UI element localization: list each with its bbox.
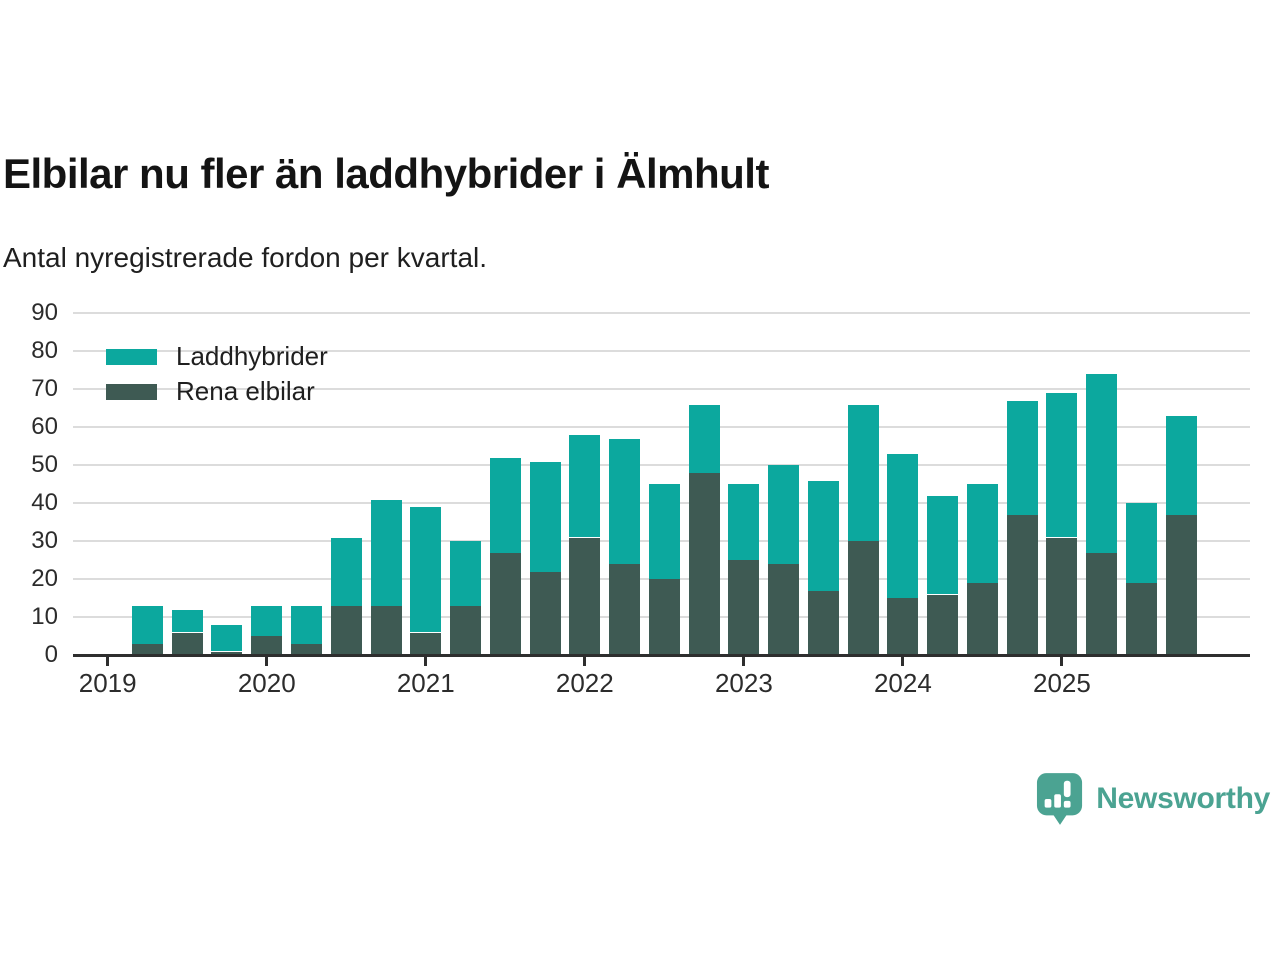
x-axis-tick-2022 bbox=[583, 656, 587, 666]
y-axis-label-0: 0 bbox=[44, 641, 58, 669]
legend-swatch-rena-elbilar bbox=[106, 383, 157, 400]
x-axis-label-2019: 2019 bbox=[78, 668, 137, 698]
bar-laddhybrider-2019-Q3 bbox=[171, 609, 203, 633]
x-axis-tick-2019 bbox=[106, 656, 110, 666]
bar-rena-elbilar-2022-Q3 bbox=[648, 579, 680, 656]
bar-laddhybrider-2022-Q1 bbox=[569, 434, 601, 538]
bar-rena-elbilar-2025-Q3 bbox=[1125, 583, 1157, 656]
bar-laddhybrider-2024-Q3 bbox=[966, 484, 998, 584]
y-axis-label-40: 40 bbox=[31, 489, 58, 517]
bar-rena-elbilar-2022-Q4 bbox=[688, 472, 720, 656]
gridline-y90 bbox=[73, 312, 1250, 315]
gridline-y70 bbox=[73, 388, 1250, 391]
gridline-y50 bbox=[73, 464, 1250, 467]
newsworthy-logo-icon bbox=[1037, 773, 1083, 825]
bar-laddhybrider-2023-Q4 bbox=[847, 404, 879, 542]
bar-rena-elbilar-2021-Q1 bbox=[410, 632, 442, 656]
bar-rena-elbilar-2020-Q1 bbox=[251, 636, 283, 656]
bar-laddhybrider-2020-Q2 bbox=[291, 605, 322, 644]
x-axis-label-2021: 2021 bbox=[396, 668, 455, 698]
y-axis-label-80: 80 bbox=[31, 337, 58, 365]
bar-rena-elbilar-2021-Q3 bbox=[489, 552, 521, 656]
x-axis-tick-2024 bbox=[901, 656, 905, 666]
bar-laddhybrider-2019-Q4 bbox=[211, 624, 243, 652]
y-axis-label-30: 30 bbox=[31, 527, 58, 555]
x-axis-label-2025: 2025 bbox=[1033, 668, 1091, 698]
bar-rena-elbilar-2019-Q3 bbox=[171, 632, 203, 656]
x-axis-label-2023: 2023 bbox=[714, 668, 773, 698]
bar-laddhybrider-2025-Q1 bbox=[1046, 393, 1078, 538]
bar-rena-elbilar-2023-Q1 bbox=[728, 560, 760, 656]
x-axis-label-2024: 2024 bbox=[873, 668, 932, 698]
bar-rena-elbilar-2019-Q2 bbox=[131, 643, 163, 656]
y-axis-label-70: 70 bbox=[31, 375, 58, 403]
bar-laddhybrider-2023-Q1 bbox=[728, 484, 760, 561]
bar-laddhybrider-2020-Q4 bbox=[370, 499, 402, 606]
bar-rena-elbilar-2022-Q2 bbox=[609, 564, 641, 656]
bar-laddhybrider-2021-Q4 bbox=[529, 461, 561, 572]
bar-laddhybrider-2021-Q2 bbox=[450, 541, 482, 606]
bar-rena-elbilar-2023-Q4 bbox=[847, 541, 879, 656]
bar-laddhybrider-2023-Q2 bbox=[768, 465, 800, 565]
bar-laddhybrider-2025-Q4 bbox=[1165, 415, 1197, 515]
bar-laddhybrider-2024-Q4 bbox=[1006, 400, 1038, 515]
y-axis-label-60: 60 bbox=[31, 413, 58, 441]
x-axis-label-2022: 2022 bbox=[555, 668, 614, 698]
legend-label: Laddhybrider bbox=[176, 341, 328, 371]
x-axis-tick-2021 bbox=[424, 656, 428, 666]
bar-rena-elbilar-2025-Q4 bbox=[1165, 514, 1197, 656]
legend-item-laddhybrider: Laddhybrider bbox=[106, 341, 328, 372]
chart-title: Elbilar nu fler än laddhybrider i Älmhul… bbox=[3, 150, 769, 197]
bar-rena-elbilar-2022-Q1 bbox=[569, 537, 601, 656]
x-axis-line bbox=[73, 653, 1250, 657]
y-axis-label-20: 20 bbox=[31, 565, 58, 593]
newsworthy-wordmark: Newsworthy bbox=[1096, 782, 1270, 815]
bar-rena-elbilar-2024-Q2 bbox=[927, 594, 959, 656]
bar-rena-elbilar-2023-Q2 bbox=[768, 564, 800, 656]
bar-laddhybrider-2025-Q3 bbox=[1125, 503, 1157, 584]
bar-laddhybrider-2022-Q2 bbox=[609, 438, 641, 565]
bar-rena-elbilar-2021-Q4 bbox=[529, 571, 561, 656]
gridline-y80 bbox=[73, 350, 1250, 353]
bar-laddhybrider-2023-Q3 bbox=[807, 480, 839, 591]
x-axis-tick-2020 bbox=[265, 656, 269, 666]
y-axis-label-10: 10 bbox=[31, 603, 58, 631]
bar-rena-elbilar-2025-Q1 bbox=[1046, 537, 1078, 656]
x-axis-label-2020: 2020 bbox=[237, 668, 296, 698]
bar-laddhybrider-2020-Q3 bbox=[330, 537, 362, 606]
gridline-y60 bbox=[73, 426, 1250, 429]
legend-item-rena-elbilar: Rena elbilar bbox=[106, 376, 315, 407]
bar-rena-elbilar-2020-Q3 bbox=[330, 605, 362, 656]
x-axis-tick-2025 bbox=[1060, 656, 1064, 666]
bar-laddhybrider-2022-Q3 bbox=[648, 484, 680, 580]
bar-laddhybrider-2020-Q1 bbox=[251, 605, 283, 637]
bar-rena-elbilar-2021-Q2 bbox=[450, 605, 482, 656]
x-axis-tick-2023 bbox=[742, 656, 746, 666]
chart-subtitle: Antal nyregistrerade fordon per kvartal. bbox=[3, 242, 488, 273]
legend-label: Rena elbilar bbox=[176, 376, 315, 406]
bar-laddhybrider-2024-Q2 bbox=[927, 495, 959, 595]
bar-rena-elbilar-2024-Q1 bbox=[887, 598, 919, 656]
bar-rena-elbilar-2020-Q4 bbox=[370, 605, 402, 656]
bar-laddhybrider-2024-Q1 bbox=[887, 453, 919, 599]
bar-rena-elbilar-2019-Q4 bbox=[211, 651, 243, 656]
bar-rena-elbilar-2024-Q4 bbox=[1006, 514, 1038, 656]
bar-laddhybrider-2021-Q3 bbox=[489, 457, 521, 553]
bar-rena-elbilar-2023-Q3 bbox=[807, 590, 839, 656]
legend-swatch-laddhybrider bbox=[106, 348, 157, 365]
newsworthy-logo[interactable]: Newsworthy bbox=[1036, 772, 1270, 826]
y-axis-label-90: 90 bbox=[31, 299, 58, 327]
y-axis-label-50: 50 bbox=[31, 451, 58, 479]
bar-laddhybrider-2025-Q2 bbox=[1086, 374, 1118, 553]
bar-laddhybrider-2022-Q4 bbox=[688, 404, 720, 473]
bar-laddhybrider-2019-Q2 bbox=[131, 605, 163, 644]
bar-laddhybrider-2021-Q1 bbox=[410, 507, 442, 633]
bar-rena-elbilar-2020-Q2 bbox=[291, 643, 322, 656]
bar-rena-elbilar-2025-Q2 bbox=[1086, 552, 1118, 656]
bar-rena-elbilar-2024-Q3 bbox=[966, 583, 998, 656]
